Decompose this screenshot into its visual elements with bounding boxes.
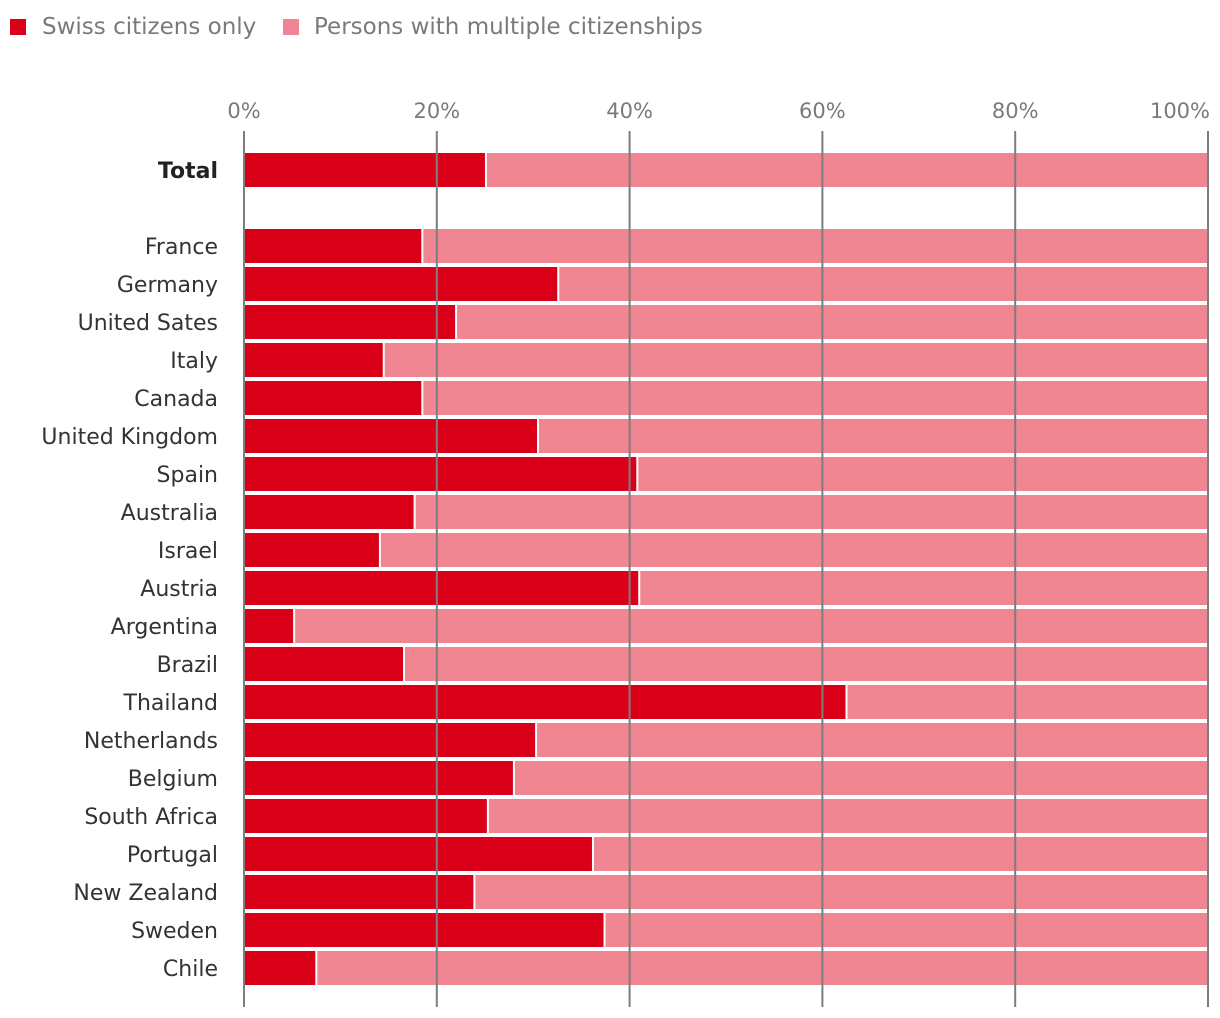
bar-multiple-citizenships-total (485, 153, 1208, 187)
category-label-thailand: Thailand (123, 691, 218, 716)
category-label-south-africa: South Africa (84, 805, 218, 830)
bar-multiple-citizenships-united-sates (456, 305, 1209, 339)
gridlines (243, 131, 1209, 1007)
category-label-portugal: Portugal (127, 843, 218, 868)
legend-swatch-multiple-citizenships (283, 19, 299, 35)
bar-swiss-citizens-only-australia (244, 495, 415, 529)
category-label-sweden: Sweden (131, 919, 218, 944)
bar-swiss-citizens-only-united-sates (244, 305, 457, 339)
x-tick-label: 20% (413, 99, 460, 123)
legend-swatch-swiss-citizens-only (10, 19, 26, 35)
category-label-germany: Germany (117, 273, 218, 298)
bar-multiple-citizenships-germany (558, 267, 1208, 301)
bar-multiple-citizenships-chile (316, 951, 1208, 985)
category-label-canada: Canada (134, 387, 218, 412)
category-label-united-sates: United Sates (78, 311, 218, 336)
legend: Swiss citizens only Persons with multipl… (10, 14, 703, 40)
category-labels: Total France Germany United Sates Italy Canad… (41, 159, 218, 982)
bar-multiple-citizenships-argentina (294, 609, 1208, 643)
bar-swiss-citizens-only-argentina (244, 609, 295, 643)
bar-swiss-citizens-only-new-zealand (244, 875, 475, 909)
category-label-austria: Austria (140, 577, 218, 602)
bar-swiss-citizens-only-spain (244, 457, 638, 491)
category-label-australia: Australia (121, 501, 218, 526)
bar-swiss-citizens-only-thailand (244, 685, 847, 719)
bar-swiss-citizens-only-portugal (244, 837, 593, 871)
bar-swiss-citizens-only-chile (244, 951, 317, 985)
bar-multiple-citizenships-austria (639, 571, 1208, 605)
bar-swiss-citizens-only-belgium (244, 761, 514, 795)
bar-swiss-citizens-only-brazil (244, 647, 405, 681)
bar-swiss-citizens-only-israel (244, 533, 380, 567)
category-label-united-kingdom: United Kingdom (41, 425, 218, 450)
bar-multiple-citizenships-brazil (404, 647, 1208, 681)
category-label-italy: Italy (170, 349, 218, 374)
bar-swiss-citizens-only-united-kingdom (244, 419, 539, 453)
bar-multiple-citizenships-australia (414, 495, 1208, 529)
bars (244, 153, 1209, 985)
bar-multiple-citizenships-netherlands (536, 723, 1208, 757)
bar-multiple-citizenships-sweden (604, 913, 1208, 947)
bar-swiss-citizens-only-austria (244, 571, 640, 605)
bar-swiss-citizens-only-sweden (244, 913, 605, 947)
bar-multiple-citizenships-spain (637, 457, 1208, 491)
x-tick-label: 60% (799, 99, 846, 123)
category-label-new-zealand: New Zealand (73, 881, 218, 906)
legend-label-multiple-citizenships: Persons with multiple citizenships (314, 14, 703, 40)
bar-multiple-citizenships-portugal (592, 837, 1208, 871)
bar-multiple-citizenships-belgium (513, 761, 1208, 795)
category-label-spain: Spain (157, 463, 218, 488)
legend-label-swiss-citizens-only: Swiss citizens only (42, 14, 256, 40)
bar-multiple-citizenships-israel (379, 533, 1208, 567)
bar-swiss-citizens-only-total (244, 153, 486, 187)
bar-multiple-citizenships-united-kingdom (538, 419, 1208, 453)
bar-swiss-citizens-only-france (244, 229, 423, 263)
x-tick-label: 40% (606, 99, 653, 123)
bar-swiss-citizens-only-netherlands (244, 723, 537, 757)
bar-multiple-citizenships-france (422, 229, 1209, 263)
x-tick-label: 0% (227, 99, 260, 123)
category-label-brazil: Brazil (157, 653, 218, 678)
bar-multiple-citizenships-thailand (846, 685, 1208, 719)
category-label-belgium: Belgium (128, 767, 218, 792)
bar-swiss-citizens-only-germany (244, 267, 559, 301)
x-tick-label: 100% (1150, 99, 1210, 123)
bar-swiss-citizens-only-canada (244, 381, 423, 415)
bar-swiss-citizens-only-italy (244, 343, 384, 377)
category-label-chile: Chile (163, 957, 218, 982)
category-label-france: France (145, 235, 218, 260)
category-label-total: Total (158, 159, 218, 184)
bar-multiple-citizenships-south-africa (487, 799, 1209, 833)
bar-multiple-citizenships-canada (422, 381, 1209, 415)
x-tick-label: 80% (992, 99, 1039, 123)
bar-swiss-citizens-only-south-africa (244, 799, 488, 833)
category-label-argentina: Argentina (111, 615, 218, 640)
bar-multiple-citizenships-new-zealand (474, 875, 1208, 909)
bar-multiple-citizenships-italy (383, 343, 1208, 377)
category-label-israel: Israel (158, 539, 218, 564)
x-axis-ticks: 0% 20% 40% 60% 80% 100% (227, 99, 1210, 123)
category-label-netherlands: Netherlands (84, 729, 218, 754)
